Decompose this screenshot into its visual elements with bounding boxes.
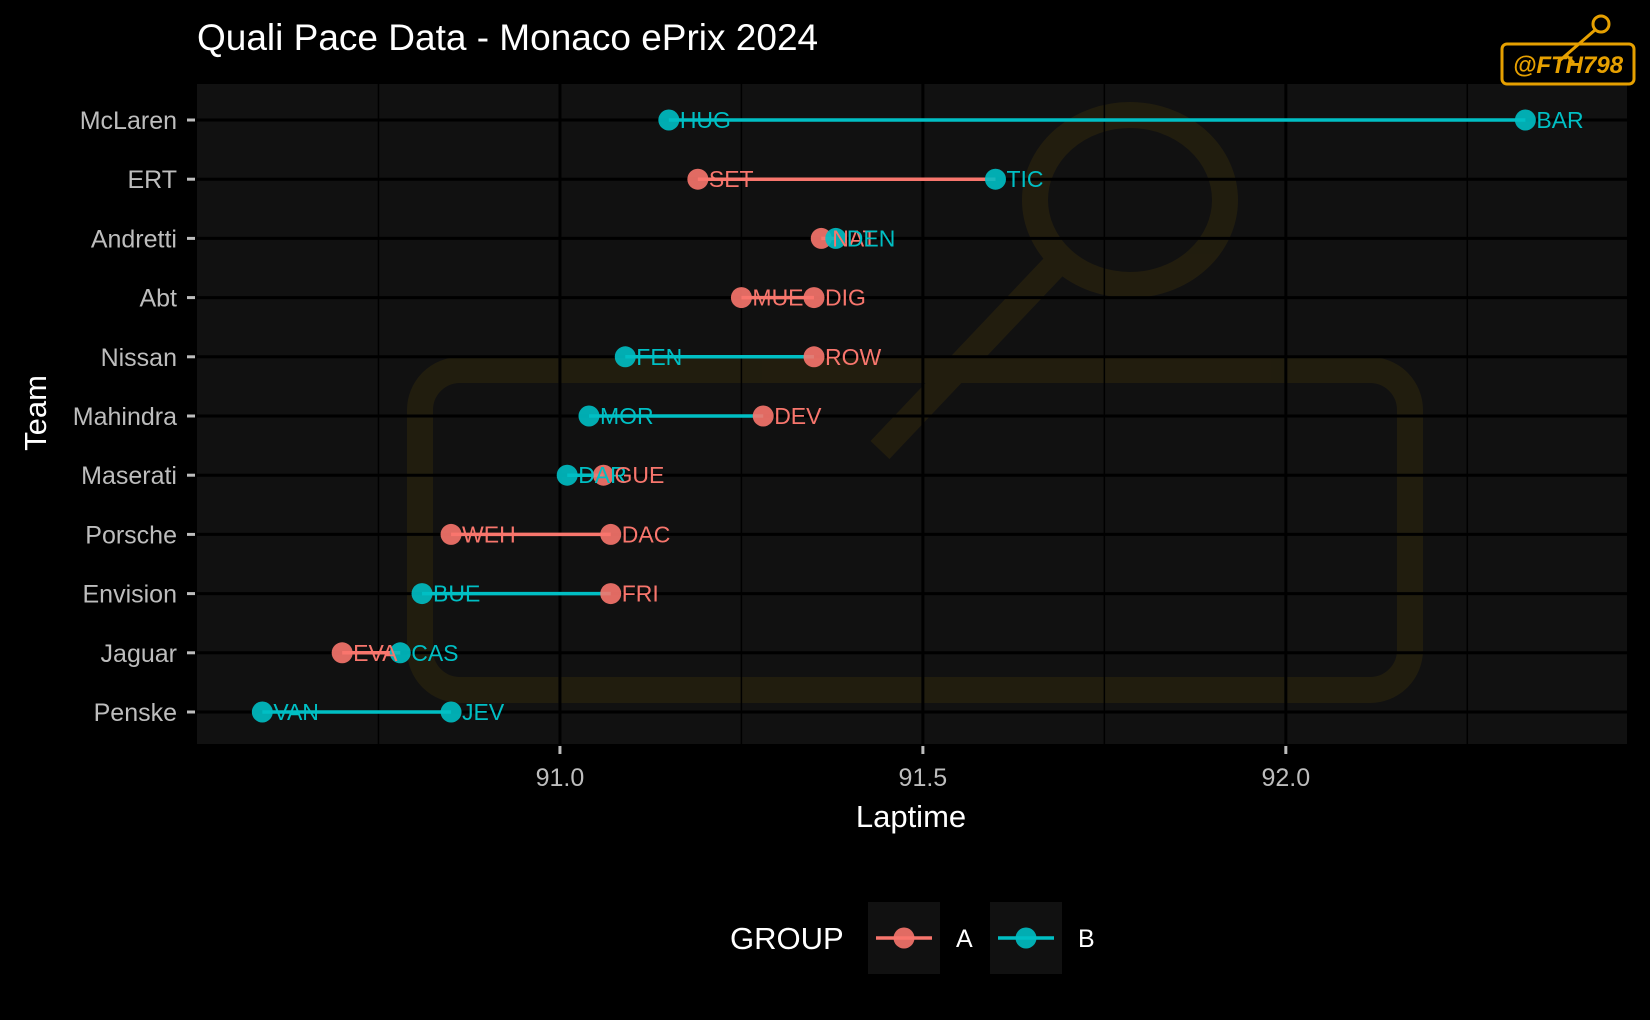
legend-key-point-a [893,927,915,949]
background-watermark-emblem [407,102,1423,703]
point-label-row: ROW [825,344,882,370]
point-dev [752,405,774,427]
y-tick-label-envision: Envision [83,581,178,609]
point-label-hug: HUG [680,107,731,133]
point-label-mue: MUE [752,285,803,311]
y-tick-label-mclaren: McLaren [80,107,177,135]
x-tick-label: 92.0 [1261,764,1310,792]
point-weh [440,523,462,545]
points [251,109,1536,723]
key-icon [1557,14,1611,65]
point-label-dig: DIG [825,285,866,311]
point-label-weh: WEH [462,521,516,547]
legend-label-b: B [1078,925,1095,953]
point-label-set: SET [709,166,754,192]
legend: GROUP A B [730,902,1095,974]
y-tick-label-porsche: Porsche [85,521,177,549]
point-label-mor: MOR [600,403,654,429]
point-row [803,346,825,368]
segments [262,118,1526,714]
point-fen [614,346,636,368]
point-label-fen: FEN [636,344,682,370]
legend-title: GROUP [730,921,844,956]
point-set [687,168,709,190]
point-gue [592,464,614,486]
point-label-nat: NAT [832,225,876,251]
legend-label-a: A [956,925,973,953]
point-cas [389,642,411,664]
point-label-dac: DAC [622,521,671,547]
point-mor [578,405,600,427]
point-dac [600,523,622,545]
y-axis: McLaren ERT Andretti Abt Nissan Mahindra Maser… [73,107,195,727]
x-tick-label: 91.0 [536,764,585,792]
point-dig [803,287,825,309]
y-tick-label-penske: Penske [94,699,177,727]
y-tick-label-ert: ERT [127,166,177,194]
y-tick-label-mahindra: Mahindra [73,403,177,431]
point-eva [331,642,353,664]
point-label-den: DEN [847,225,896,251]
point-label-jev: JEV [462,699,505,725]
point-nat [810,227,832,249]
point-label-eva: EVA [353,640,398,666]
point-tic [984,168,1006,190]
point-bar [1514,109,1536,131]
chart-title: Quali Pace Data - Monaco ePrix 2024 [197,17,818,58]
point-label-bue: BUE [433,581,480,607]
point-label-gue: GUE [614,462,664,488]
y-tick-label-maserati: Maserati [81,462,177,490]
point-van [251,701,273,723]
point-label-dar: DAR [578,462,627,488]
point-label-dev: DEV [774,403,822,429]
x-axis: 91.0 91.5 92.0 [536,746,1310,792]
point-dar [556,464,578,486]
legend-key-point-b [1015,927,1037,949]
point-bue [411,583,433,605]
point-fri [600,583,622,605]
point-label-fri: FRI [622,581,659,607]
plot-panel [197,84,1627,744]
point-den [825,227,847,249]
x-tick-label: 91.5 [899,764,948,792]
point-label-cas: CAS [411,640,458,666]
point-label-bar: BAR [1536,107,1583,133]
x-axis-title: Laptime [856,799,966,834]
logo-badge: @FTH798 [1500,14,1636,86]
y-tick-label-andretti: Andretti [91,225,177,253]
point-label-tic: TIC [1006,166,1043,192]
y-tick-label-nissan: Nissan [101,344,177,372]
point-label-van: VAN [273,699,319,725]
point-jev [440,701,462,723]
y-axis-title: Team [18,375,53,451]
y-tick-label-jaguar: Jaguar [101,640,177,668]
y-tick-label-abt: Abt [139,285,177,313]
point-hug [658,109,680,131]
point-mue [730,287,752,309]
